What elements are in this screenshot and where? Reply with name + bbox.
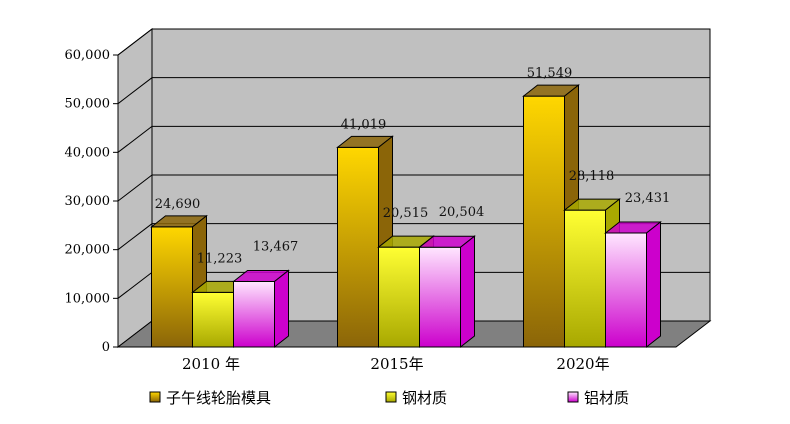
data-label: 28,118: [569, 169, 615, 184]
legend-item: 子午线轮胎模具: [149, 389, 271, 407]
legend-label: 子午线轮胎模具: [166, 389, 271, 407]
data-label: 13,467: [253, 239, 299, 254]
data-label: 24,690: [155, 197, 201, 212]
x-tick-label: 2015年: [370, 355, 423, 373]
data-labels: 24,690 11,223 13,467 41,019 20,515 20,504 51,5…: [155, 66, 671, 266]
data-label: 11,223: [197, 251, 243, 266]
bar-front: [564, 209, 606, 348]
bar-front: [337, 146, 379, 348]
data-label: 23,431: [625, 191, 671, 206]
bar-front: [192, 291, 234, 348]
y-tick-label: 30,000: [65, 194, 111, 209]
bar-front: [605, 232, 647, 348]
bar: [232, 269, 290, 349]
data-label: 20,504: [439, 205, 485, 220]
bar: [604, 220, 662, 349]
data-label: 20,515: [383, 206, 429, 221]
y-tick-label: 50,000: [65, 97, 111, 112]
bar-side: [460, 235, 475, 349]
bar-front: [151, 226, 193, 348]
legend-swatch: [149, 391, 161, 403]
bar-front: [523, 95, 565, 348]
y-tick-label: 0: [102, 340, 110, 355]
legend-label: 钢材质: [402, 389, 447, 407]
legend-label: 铝材质: [584, 389, 629, 407]
legend-swatch: [385, 391, 397, 403]
legend-swatch: [567, 391, 579, 403]
y-tick-label: 10,000: [65, 291, 111, 306]
bars: [150, 84, 662, 349]
bar-side: [274, 269, 289, 349]
bar: [336, 135, 394, 349]
bar: [418, 235, 476, 349]
bar-front: [378, 246, 420, 348]
y-tick-label: 40,000: [65, 145, 111, 160]
gridline: [117, 77, 710, 105]
bar-front: [419, 246, 461, 348]
gridline: [117, 28, 710, 56]
x-axis-labels: 2010 年 2015年 2020年: [182, 355, 610, 373]
legend: 子午线轮胎模具 钢材质 铝材质: [149, 389, 629, 407]
x-tick-label: 2010 年: [182, 355, 240, 373]
bar-front: [233, 280, 275, 348]
data-label: 51,549: [527, 66, 573, 81]
bar-side: [646, 220, 661, 349]
legend-item: 钢材质: [385, 389, 447, 407]
bar: [150, 214, 208, 349]
y-tick-label: 60,000: [65, 48, 111, 63]
legend-item: 铝材质: [567, 389, 629, 407]
y-tick-label: 20,000: [65, 243, 111, 258]
x-tick-label: 2020年: [556, 355, 609, 373]
data-label: 41,019: [341, 117, 387, 132]
